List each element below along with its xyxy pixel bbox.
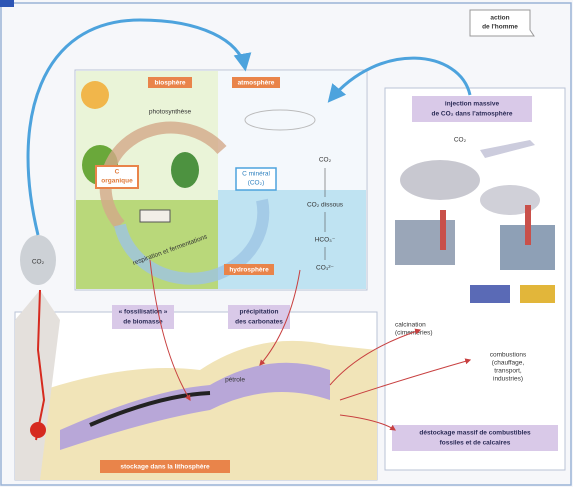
chimney — [525, 205, 531, 245]
ocean-dissolved: CO₂ dissous — [307, 202, 344, 209]
destockage-label: fossiles et de calcaires — [440, 440, 511, 447]
precipitation-label: des carbonates — [235, 319, 283, 326]
fossilisation-label: « fossilisation » — [119, 309, 168, 316]
chimney — [440, 210, 446, 250]
truck — [520, 285, 555, 303]
volcano-co2: CO₂ — [32, 259, 45, 266]
action-label: action — [490, 15, 509, 22]
ocean-co3: CO₃²⁻ — [316, 265, 335, 272]
action-label: de l'homme — [482, 24, 518, 31]
ocean-co2: CO₂ — [319, 157, 332, 164]
injection-label: de CO₂ dans l'atmosphère — [431, 111, 512, 118]
combustion-label: industries) — [493, 376, 523, 383]
photosynthesis-label: photosynthèse — [149, 109, 192, 116]
cow — [140, 210, 170, 222]
ocean-hco3: HCO₃⁻ — [315, 237, 336, 244]
petrol-label: pétrole — [225, 377, 245, 384]
hydrosphere-label: hydrosphère — [229, 267, 269, 274]
truck — [470, 285, 510, 303]
diagram: action de l'homme photosynthèse respirat… — [0, 0, 573, 487]
combustion-label: (chauffage, — [492, 360, 525, 367]
magma-chamber — [30, 422, 46, 438]
atmosphere-label: atmosphère — [238, 80, 275, 87]
c-organic-label: C — [115, 169, 120, 176]
human-panel — [385, 88, 565, 470]
combustion-label: transport, — [494, 368, 522, 375]
combustion-label: combustions — [490, 352, 527, 359]
injection-label: injection massive — [445, 101, 500, 108]
calcination-label: calcination — [395, 322, 426, 329]
precipitation-label: précipitation — [239, 309, 278, 316]
smoke — [400, 160, 480, 200]
c-mineral-label: C minéral — [242, 171, 270, 178]
biosphere-label: biosphère — [154, 80, 185, 87]
stockage-label: stockage dans la lithosphère — [120, 464, 210, 471]
c-organic-label: organique — [101, 178, 133, 185]
fossilisation-label: de biomasse — [123, 319, 163, 326]
plane-co2: CO₂ — [454, 137, 467, 144]
corner-tab — [0, 0, 14, 7]
page: { "action": ["action", "de l'homme"], "b… — [0, 0, 573, 487]
sun — [81, 81, 109, 109]
tree — [171, 152, 199, 188]
calcination-label: (cimenteries) — [395, 330, 433, 337]
destockage-label: déstockage massif de combustibles — [419, 430, 531, 437]
c-mineral-label: (CO₂) — [248, 180, 265, 187]
